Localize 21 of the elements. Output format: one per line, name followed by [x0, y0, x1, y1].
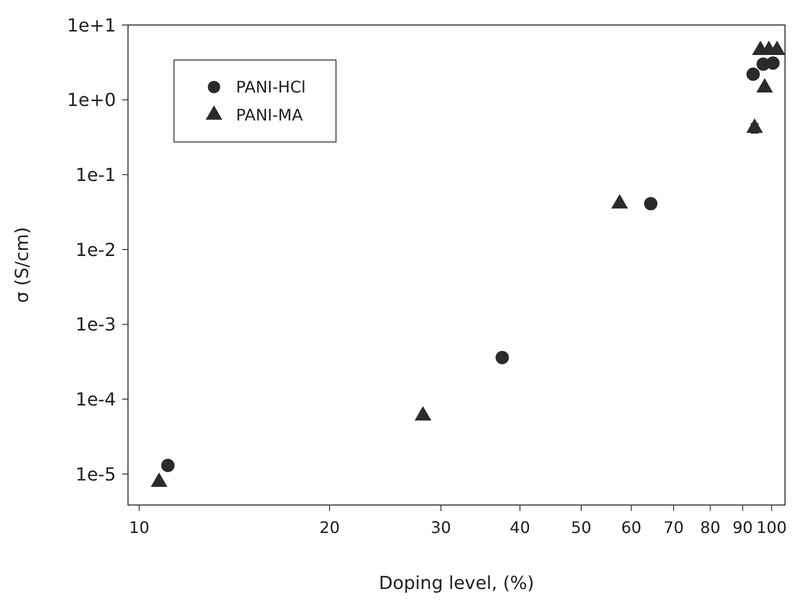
x-tick-label: 70	[663, 518, 684, 537]
y-tick-label: 1e+1	[66, 15, 116, 36]
y-tick-label: 1e+0	[66, 90, 116, 112]
legend-label: PANI-HCl	[236, 78, 306, 97]
x-tick-label: 50	[571, 518, 592, 537]
x-tick-label: 20	[319, 518, 340, 537]
y-tick-label: 1e-4	[76, 389, 116, 410]
x-tick-label: 30	[430, 518, 452, 537]
x-axis-title: Doping level, (%)	[378, 573, 534, 594]
y-tick-label: 1e-1	[76, 164, 116, 186]
y-tick-label: 1e-5	[76, 464, 116, 486]
x-tick-label: 90	[732, 518, 753, 537]
legend-label: PANI-MA	[236, 106, 303, 125]
x-tick-label: 60	[621, 518, 642, 537]
y-tick-label: 1e-2	[76, 240, 116, 261]
x-tick-label: 80	[700, 518, 720, 537]
y-tick-label: 1e-3	[76, 314, 116, 336]
y-axis-title: σ (S/cm)	[12, 226, 33, 304]
x-tick-label: 100	[756, 518, 787, 537]
x-tick-label: 10	[129, 518, 150, 537]
x-tick-label: 40	[510, 518, 530, 537]
